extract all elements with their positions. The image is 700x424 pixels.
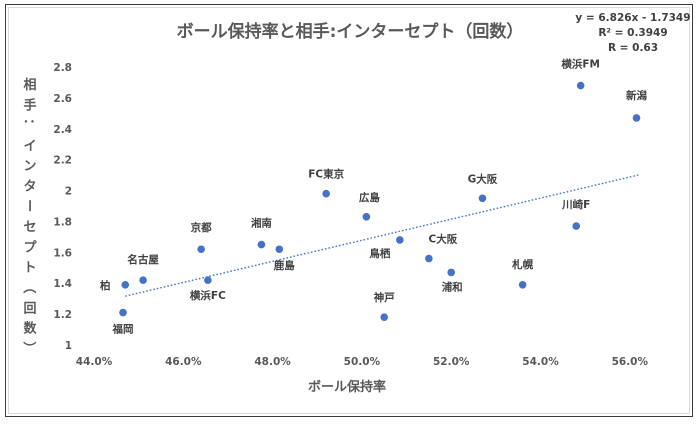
y-tick-label: 2 [65,186,72,198]
point-label: 浦和 [442,280,463,293]
data-point [275,245,284,254]
x-axis-label: ボール保持率 [308,379,386,395]
point-label: 福岡 [112,323,134,336]
y-axis-label-char: ー [21,199,36,212]
point-label: 柏 [100,279,111,292]
trendline-r2: R² = 0.3949 [598,27,667,39]
y-axis-label-char: 相 [23,77,36,93]
y-axis-label-char: タ [23,180,36,195]
chart-frame: ボール保持率と相手:インターセプト（回数） y = 6.826x - 1.734… [5,4,693,417]
data-point [572,222,581,230]
y-axis-label-char: ト [23,261,36,276]
data-point [362,213,371,221]
data-points [119,81,641,322]
y-axis-label-char: セ [23,220,36,235]
data-point [121,280,130,289]
point-label: C大阪 [429,233,458,246]
trendline-equation: y = 6.826x - 1.7349 [575,12,690,24]
point-label: 鳥栖 [369,247,390,260]
trendline [125,174,639,297]
y-tick-label: 2.6 [53,93,72,105]
y-axis-label-char: 手 [23,97,36,113]
scatter-chart: ボール保持率と相手:インターセプト（回数） y = 6.826x - 1.734… [21,12,691,395]
chart-area-border [8,7,690,414]
point-label: 横浜FM [561,58,600,71]
point-label: 川崎F [561,198,590,211]
y-tick-label: 1.6 [53,247,72,259]
y-tick-label: 1.4 [53,278,72,290]
data-point [632,114,641,122]
y-axis-label-char: 数 [23,321,37,337]
point-label: 鹿島 [274,259,295,272]
point-label: 神戸 [374,291,395,304]
data-point [518,280,527,289]
y-tick-label: 2.2 [53,155,72,167]
y-axis-label-char: ） [21,341,37,354]
data-point [119,308,127,317]
x-tick-label: 48.0% [254,356,291,368]
point-label: 横浜FC [190,289,226,302]
point-label: 名古屋 [127,253,159,266]
point-label: G大阪 [468,172,498,185]
data-point [478,194,487,203]
data-point [257,240,266,249]
x-tick-label: 56.0% [612,356,649,368]
x-tick-label: 46.0% [165,356,202,368]
data-point [322,189,330,198]
y-axis-label-char: （ [21,280,37,293]
y-axis-label-char: 回 [23,301,36,316]
data-point [447,268,456,277]
y-axis-label-char: プ [23,240,37,255]
y-tick-label: 1.2 [53,309,72,321]
data-point [425,254,433,263]
y-tick-labels: 1 1.2 1.4 1.6 1.8 2 2.2 2.4 2.6 2.8 [53,62,72,352]
y-axis-label-char: ： [21,118,36,131]
y-axis-label-char: ン [23,159,36,174]
y-tick-label: 1.8 [53,216,72,228]
point-label: FC東京 [308,168,344,181]
data-point [197,245,205,254]
x-tick-label: 44.0% [76,356,113,368]
y-axis-label-char: イ [23,139,36,154]
point-label: 湘南 [251,217,272,230]
trendline-r: R = 0.63 [608,42,658,54]
point-label: 広島 [359,191,380,204]
x-tick-labels: 44.0% 46.0% 48.0% 50.0% 52.0% 54.0% 56.0% [76,356,649,368]
y-axis-label: 相手 ： インターセプト （ 回数 ） [21,77,37,354]
data-point [576,81,585,90]
x-tick-label: 54.0% [522,356,559,368]
y-tick-label: 2.4 [53,124,72,136]
data-point [204,276,212,284]
y-tick-label: 2.8 [53,62,72,74]
data-point [139,276,147,284]
chart-title: ボール保持率と相手:インターセプト（回数） [177,21,524,42]
point-label: 新潟 [626,89,647,102]
point-label: 札幌 [511,258,533,271]
y-tick-label: 1 [65,340,72,352]
data-point [380,313,389,322]
point-label: 京都 [191,221,212,234]
data-point [396,236,404,244]
x-tick-label: 50.0% [344,356,381,368]
x-tick-label: 52.0% [433,356,470,368]
